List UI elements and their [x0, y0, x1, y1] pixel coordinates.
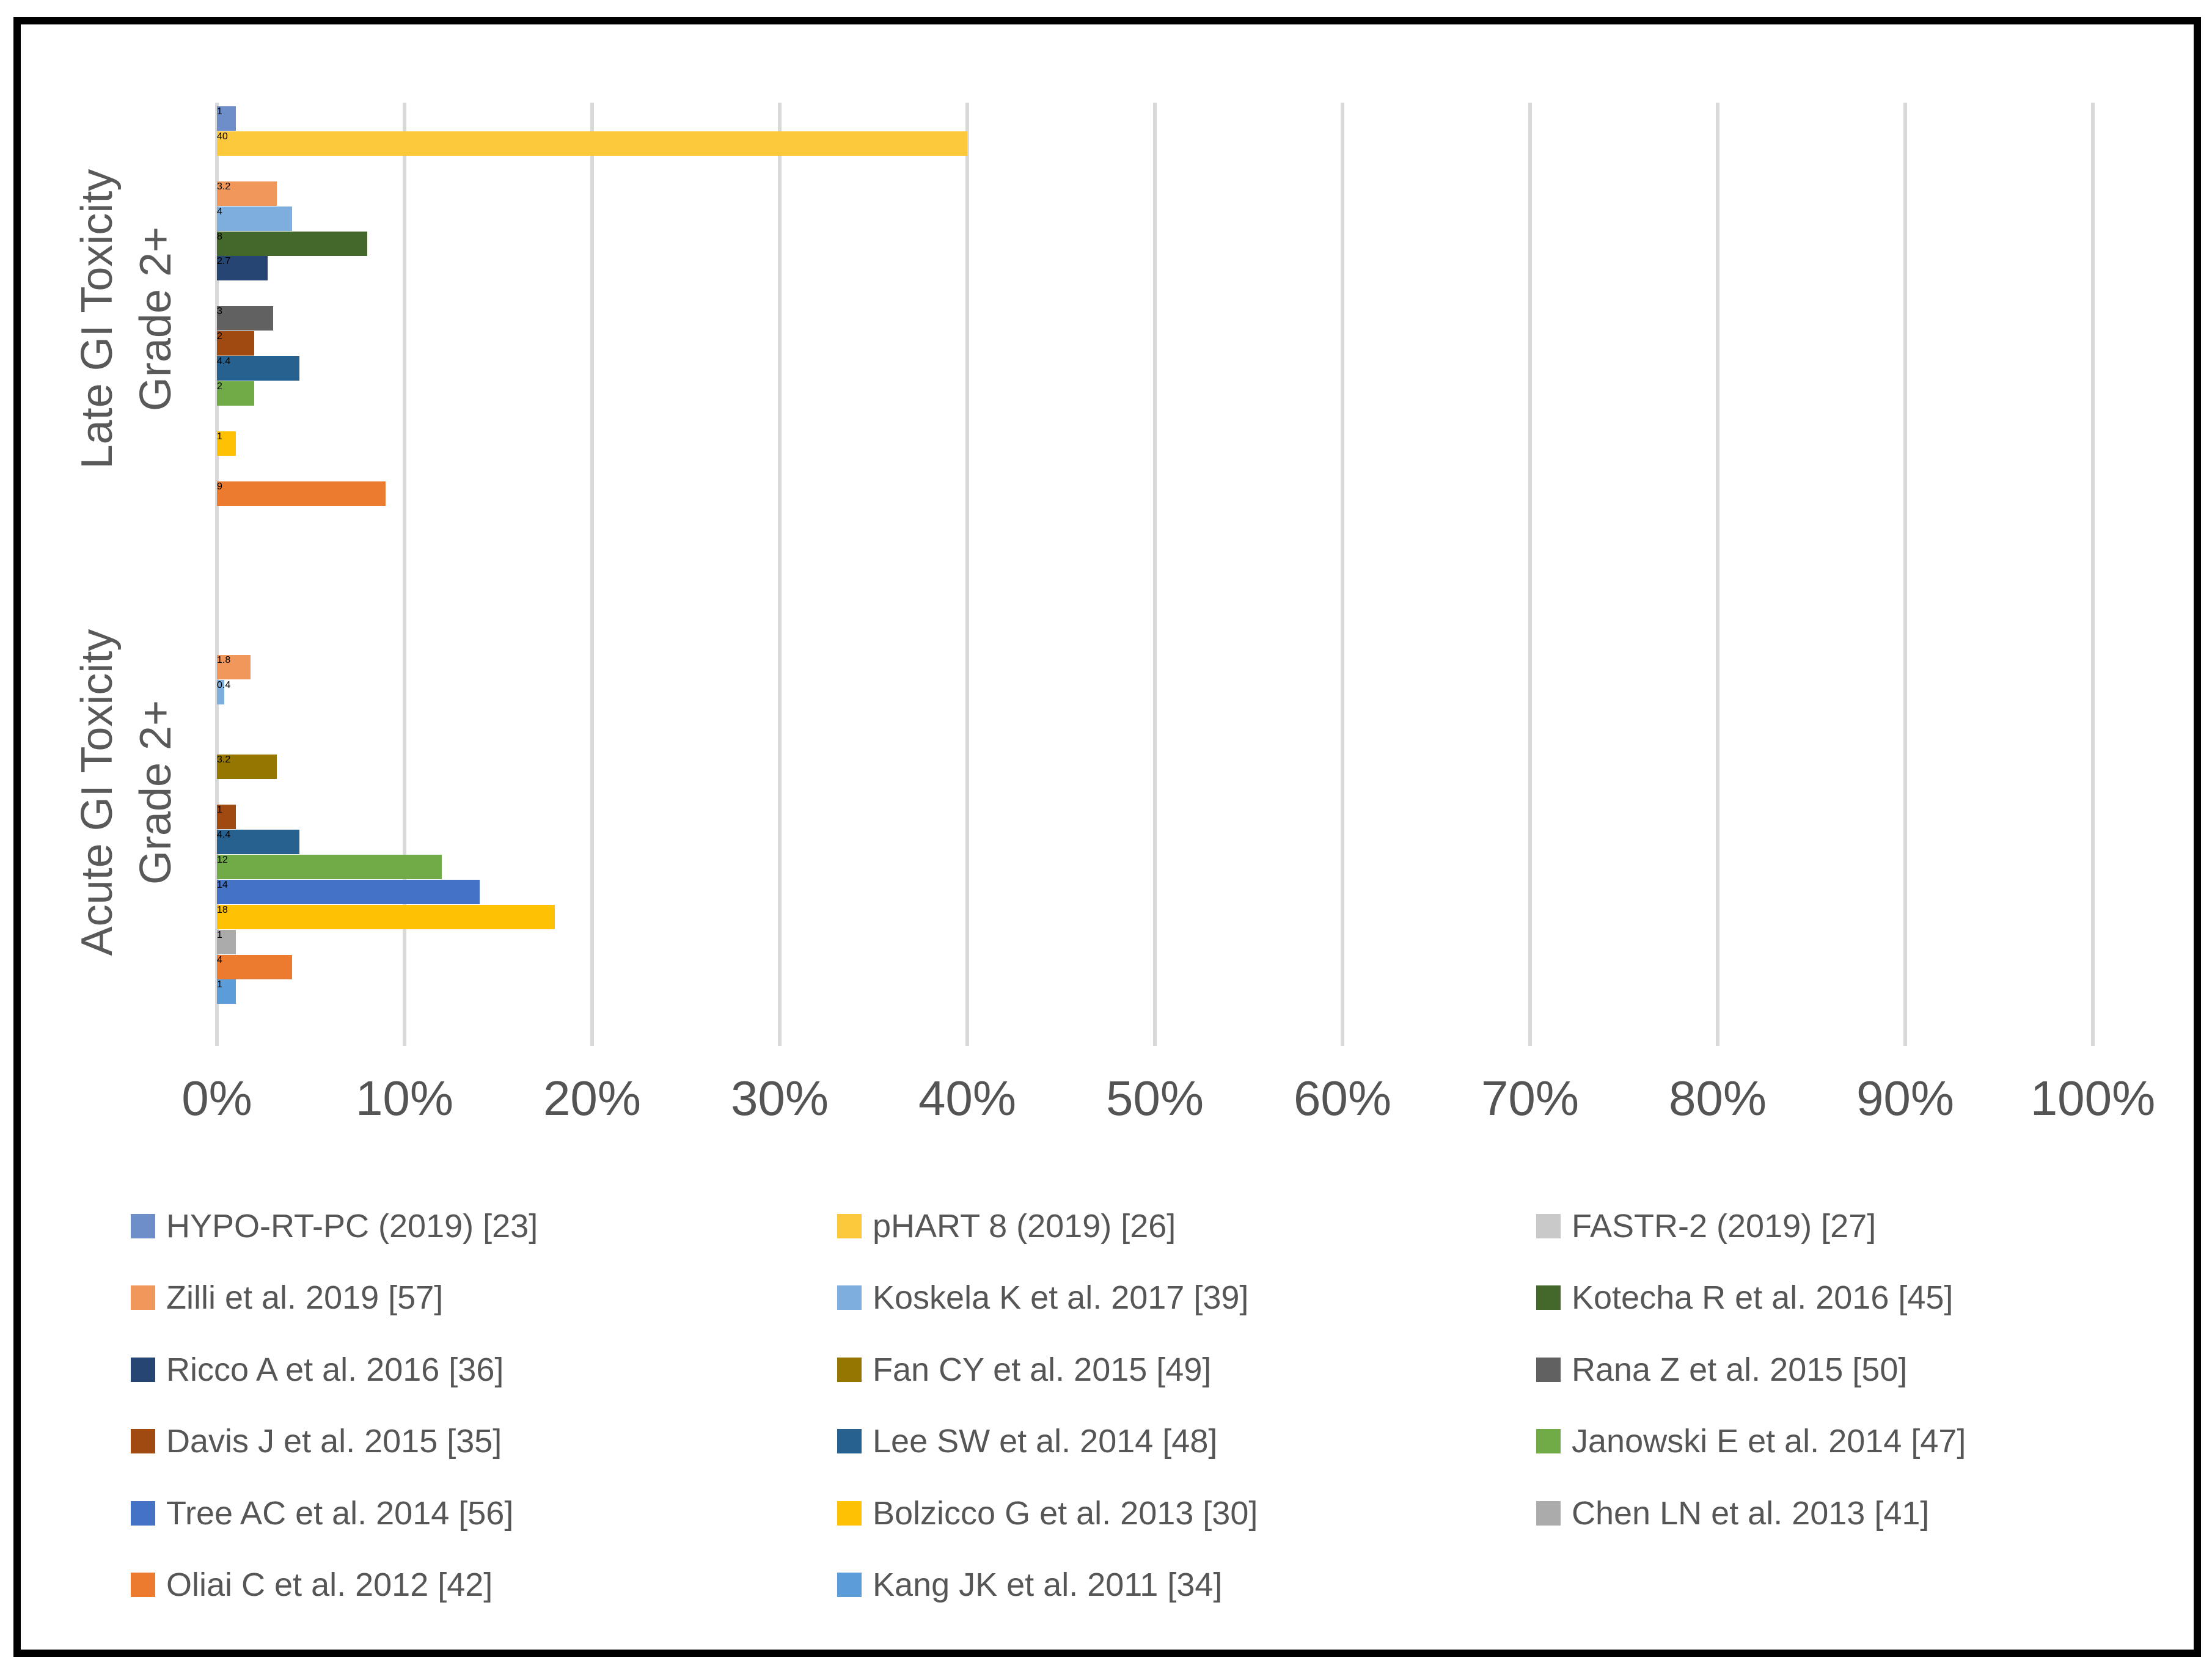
legend-item-series-0: HYPO-RT-PC (2019) [23] [131, 1208, 538, 1245]
legend-label-16: Kang JK et al. 2011 [34] [873, 1566, 1223, 1603]
gridline-20pct [590, 103, 594, 1046]
legend-swatch-14 [1536, 1501, 1561, 1526]
x-tick-label-50: 50% [1105, 1071, 1204, 1125]
legend-item-series-7: Fan CY et al. 2015 [49] [837, 1351, 1211, 1388]
bar-acute-series-10: 4.4 [217, 830, 300, 854]
bar-late-series-13: 1 [217, 431, 236, 456]
x-tick-label-40: 40% [918, 1071, 1017, 1125]
legend-swatch-11 [1536, 1429, 1561, 1453]
bar-acute-series-9: 1 [217, 805, 236, 830]
legend-swatch-2 [1536, 1214, 1561, 1238]
x-tick-label-0: 0% [181, 1071, 252, 1125]
legend-swatch-13 [837, 1501, 862, 1526]
legend-item-series-3: Zilli et al. 2019 [57] [131, 1279, 443, 1316]
bar-late-series-3: 3.2 [217, 181, 277, 206]
gridline-40pct [965, 103, 969, 1046]
gridline-70pct [1528, 103, 1532, 1046]
gridline-60pct [1341, 103, 1344, 1046]
legend-label-15: Oliai C et al. 2012 [42] [166, 1566, 493, 1603]
legend-label-9: Davis J et al. 2015 [35] [166, 1423, 502, 1460]
bar-late-series-5: 8 [217, 231, 367, 256]
legend-item-series-10: Lee SW et al. 2014 [48] [837, 1423, 1217, 1460]
bar-late-series-11: 2 [217, 381, 255, 406]
gridline-10pct [403, 103, 406, 1046]
x-tick-label-70: 70% [1481, 1071, 1580, 1125]
legend-swatch-6 [131, 1358, 155, 1382]
x-tick-label-80: 80% [1668, 1071, 1767, 1125]
legend-label-4: Koskela K et al. 2017 [39] [873, 1279, 1249, 1316]
legend-swatch-9 [131, 1429, 155, 1453]
chart-outer-border: 1 40 3.2 4 8 2.7 3 2 4.4 2 1 9 1.8 0.4 3.2 1 4.4 12 14 18 1 4… [13, 17, 2201, 1657]
plot-area: 1 40 3.2 4 8 2.7 3 2 4.4 2 1 9 1.8 0.4 3.2 1 4.4 12 14 18 1 4… [21, 24, 2212, 1125]
legend-item-series-9: Davis J et al. 2015 [35] [131, 1423, 502, 1460]
bar-late-series-1: 40 [217, 131, 967, 156]
legend-swatch-8 [1536, 1358, 1561, 1382]
x-tick-label-10: 10% [355, 1071, 454, 1125]
x-tick-label-90: 90% [1856, 1071, 1955, 1125]
bar-acute-series-7: 3.2 [217, 755, 277, 780]
legend-label-5: Kotecha R et al. 2016 [45] [1572, 1279, 1954, 1316]
bar-acute-series-3: 1.8 [217, 654, 251, 679]
legend-label-10: Lee SW et al. 2014 [48] [873, 1423, 1218, 1460]
legend-label-8: Rana Z et al. 2015 [50] [1572, 1351, 1908, 1388]
bar-late-series-0: 1 [217, 106, 236, 131]
gridline-50pct [1153, 103, 1157, 1046]
x-tick-label-20: 20% [543, 1071, 642, 1125]
legend-item-series-6: Ricco A et al. 2016 [36] [131, 1351, 504, 1388]
gridline-30pct [778, 103, 782, 1046]
legend-label-12: Tree AC et al. 2014 [56] [166, 1495, 514, 1532]
bar-late-series-4: 4 [217, 206, 292, 231]
legend-item-series-12: Tree AC et al. 2014 [56] [131, 1495, 513, 1532]
legend-item-series-5: Kotecha R et al. 2016 [45] [1536, 1279, 1953, 1316]
legend-label-13: Bolzicco G et al. 2013 [30] [873, 1495, 1258, 1532]
bar-acute-series-15: 4 [217, 954, 292, 979]
legend-swatch-0 [131, 1214, 155, 1238]
legend-swatch-7 [837, 1358, 862, 1382]
legend-item-series-1: pHART 8 (2019) [26] [837, 1208, 1176, 1245]
legend-item-series-4: Koskela K et al. 2017 [39] [837, 1279, 1248, 1316]
legend-item-series-14: Chen LN et al. 2013 [41] [1536, 1495, 1929, 1532]
bar-late-series-10: 4.4 [217, 356, 300, 381]
gridline-80pct [1716, 103, 1719, 1046]
legend-item-series-15: Oliai C et al. 2012 [42] [131, 1566, 493, 1603]
legend-swatch-3 [131, 1285, 155, 1310]
x-tick-label-30: 30% [730, 1071, 829, 1125]
legend-label-3: Zilli et al. 2019 [57] [166, 1279, 444, 1316]
gridline-0pct [215, 103, 219, 1046]
legend-swatch-5 [1536, 1285, 1561, 1310]
bar-late-series-9: 2 [217, 331, 255, 356]
gridline-90pct [1903, 103, 1907, 1046]
bar-acute-series-14: 1 [217, 929, 236, 954]
bar-late-series-6: 2.7 [217, 256, 268, 281]
bar-acute-series-16: 1 [217, 979, 236, 1004]
legend-label-14: Chen LN et al. 2013 [41] [1572, 1495, 1930, 1532]
legend-swatch-12 [131, 1501, 155, 1526]
legend-label-2: FASTR-2 (2019) [27] [1572, 1208, 1877, 1245]
legend-label-0: HYPO-RT-PC (2019) [23] [166, 1208, 538, 1245]
legend-label-7: Fan CY et al. 2015 [49] [873, 1351, 1212, 1388]
bar-late-series-15: 9 [217, 481, 386, 506]
legend-swatch-10 [837, 1429, 862, 1453]
x-tick-label-60: 60% [1293, 1071, 1392, 1125]
legend-label-6: Ricco A et al. 2016 [36] [166, 1351, 504, 1388]
bar-acute-series-11: 12 [217, 854, 442, 879]
bar-acute-series-13: 18 [217, 904, 555, 929]
legend-item-series-11: Janowski E et al. 2014 [47] [1536, 1423, 1966, 1460]
legend-item-series-2: FASTR-2 (2019) [27] [1536, 1208, 1876, 1245]
legend-swatch-16 [837, 1573, 862, 1597]
x-tick-label-100: 100% [2030, 1071, 2156, 1125]
legend-item-series-8: Rana Z et al. 2015 [50] [1536, 1351, 1907, 1388]
legend: HYPO-RT-PC (2019) [23] pHART 8 (2019) [26… [21, 24, 2212, 1674]
legend-label-1: pHART 8 (2019) [26] [873, 1208, 1176, 1245]
legend-label-11: Janowski E et al. 2014 [47] [1572, 1423, 1966, 1460]
legend-item-series-13: Bolzicco G et al. 2013 [30] [837, 1495, 1258, 1532]
bar-late-series-8: 3 [217, 306, 274, 331]
legend-swatch-4 [837, 1285, 862, 1310]
gridline-100pct [2091, 103, 2095, 1046]
legend-swatch-1 [837, 1214, 862, 1238]
bar-acute-series-12: 14 [217, 879, 480, 904]
legend-item-series-16: Kang JK et al. 2011 [34] [837, 1566, 1222, 1603]
legend-swatch-15 [131, 1573, 155, 1597]
